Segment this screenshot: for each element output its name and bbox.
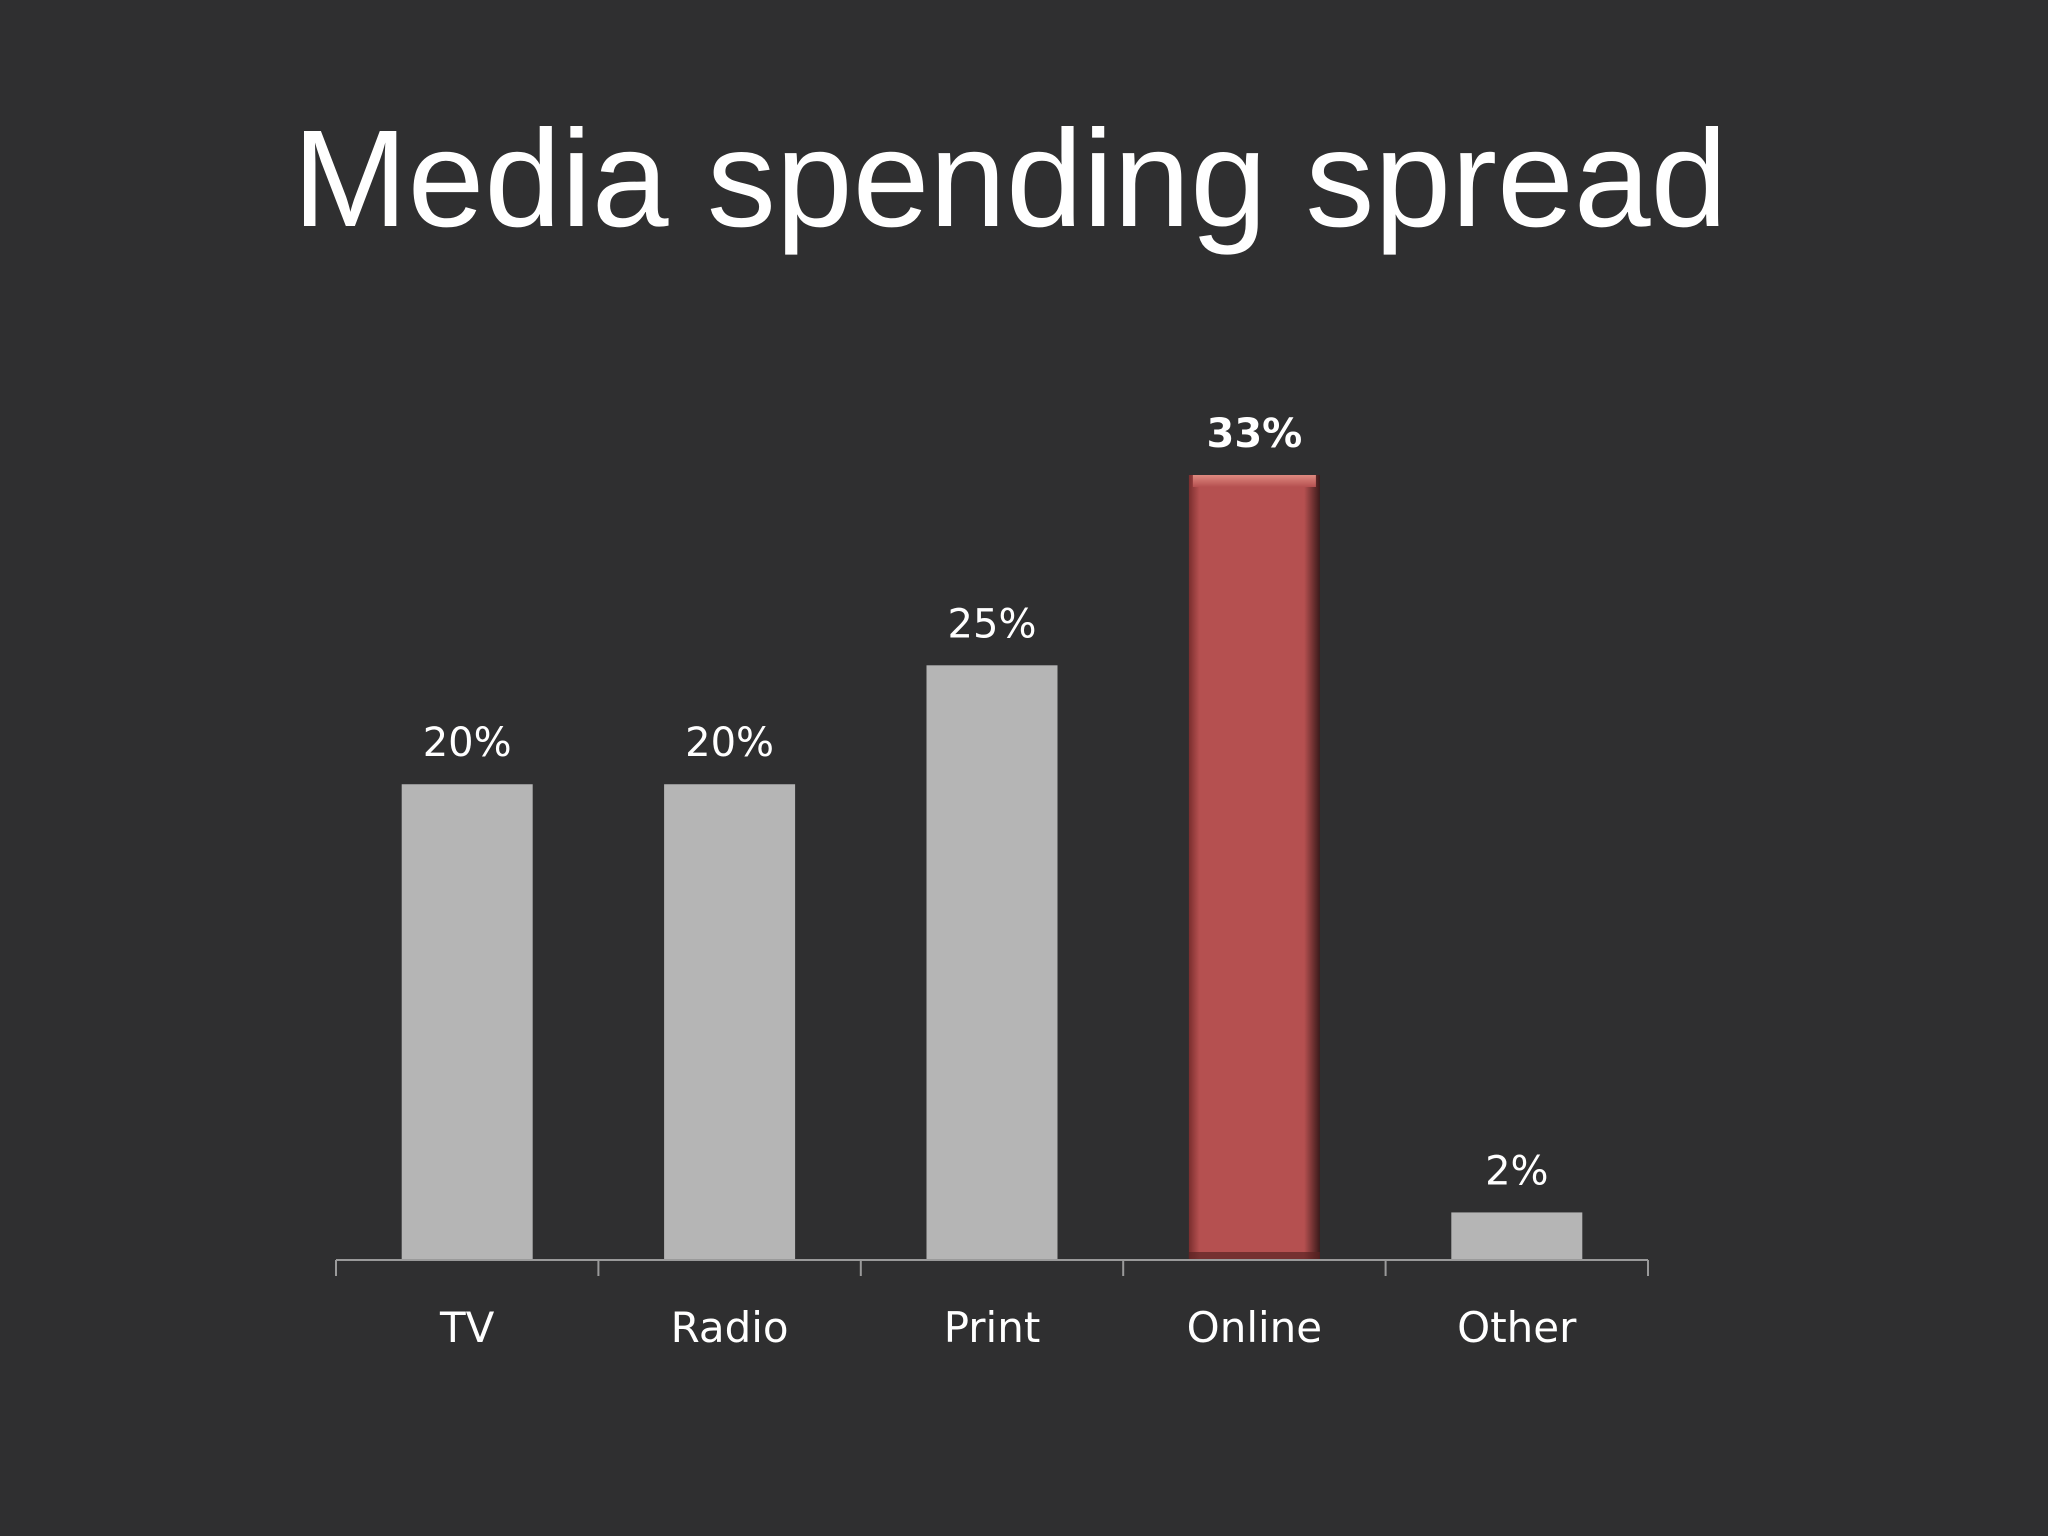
chart-title: Media spending spread [292,102,1728,256]
bar-tv [401,784,533,1260]
bar-print [926,665,1058,1260]
bars-layer [401,475,1583,1260]
data-label-print: 25% [948,601,1037,647]
tick-label-print: Print [944,1303,1041,1352]
bar-other [1451,1212,1583,1260]
labels-layer: 20% TV 20% Radio 25% Print 33% Online 2% Other [423,411,1577,1352]
data-label-online: 33% [1207,411,1303,457]
bar-online [1188,475,1320,1260]
data-label-tv: 20% [423,720,512,766]
bar-radio [664,784,796,1260]
x-axis [335,1259,1649,1276]
data-label-radio: 20% [685,720,774,766]
tick-label-radio: Radio [671,1303,789,1352]
bar-online-bevel-bottom [1188,1252,1320,1260]
data-label-other: 2% [1485,1148,1548,1194]
tick-label-online: Online [1187,1303,1322,1352]
tick-label-other: Other [1457,1303,1577,1352]
bar-online-bevel-top [1192,475,1316,487]
tick-label-tv: TV [439,1303,495,1352]
